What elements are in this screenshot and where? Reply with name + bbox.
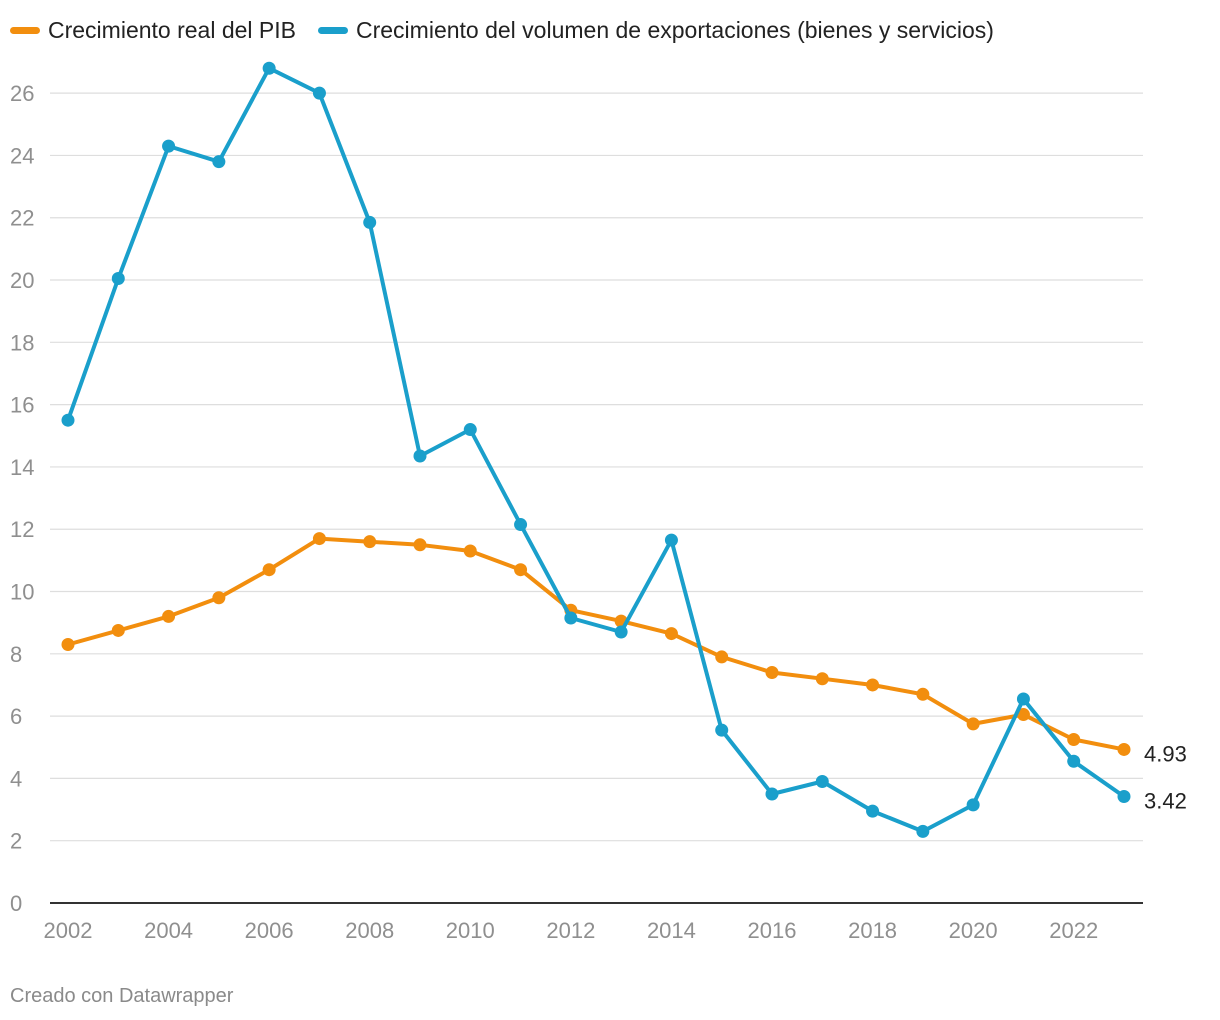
- y-tick-label-18: 18: [10, 330, 34, 355]
- point-gdp-2017: [815, 672, 829, 686]
- series-group: [61, 61, 1131, 838]
- point-gdp-2003: [111, 623, 125, 637]
- point-exports-2010: [463, 423, 477, 437]
- point-exports-2022: [1067, 754, 1081, 768]
- point-gdp-2011: [514, 563, 528, 577]
- y-tick-label-10: 10: [10, 580, 34, 605]
- point-gdp-2008: [363, 535, 377, 549]
- x-tick-label-2006: 2006: [245, 918, 294, 943]
- point-exports-2020: [966, 798, 980, 812]
- point-gdp-2022: [1067, 732, 1081, 746]
- point-exports-2004: [162, 139, 176, 153]
- y-tick-label-22: 22: [10, 206, 34, 231]
- point-exports-2005: [212, 155, 226, 169]
- point-exports-2018: [866, 804, 880, 818]
- point-exports-2002: [61, 413, 75, 427]
- y-tick-label-12: 12: [10, 517, 34, 542]
- point-gdp-2007: [312, 532, 326, 546]
- x-tick-label-2018: 2018: [848, 918, 897, 943]
- point-exports-2017: [815, 775, 829, 789]
- point-gdp-2019: [916, 687, 930, 701]
- point-gdp-2015: [715, 650, 729, 664]
- point-exports-2003: [111, 271, 125, 285]
- point-gdp-2010: [463, 544, 477, 558]
- point-gdp-2023: [1117, 742, 1131, 756]
- end-labels: 4.93 3.42: [1144, 741, 1187, 813]
- y-tick-label-8: 8: [10, 642, 22, 667]
- point-gdp-2021: [1016, 708, 1030, 722]
- x-tick-label-2004: 2004: [144, 918, 193, 943]
- point-exports-2007: [312, 86, 326, 100]
- footer-credit: Creado con Datawrapper: [10, 985, 234, 1007]
- y-tick-label-20: 20: [10, 268, 34, 293]
- grid-lines: [50, 92, 1143, 842]
- point-exports-2016: [765, 787, 779, 801]
- x-tick-label-2016: 2016: [748, 918, 797, 943]
- point-exports-2011: [514, 518, 528, 532]
- series-exports: [61, 61, 1131, 838]
- chart-legend: Crecimiento real del PIB Crecimiento del…: [10, 14, 994, 46]
- x-tick-label-2012: 2012: [546, 918, 595, 943]
- point-exports-2023: [1117, 789, 1131, 803]
- y-tick-label-6: 6: [10, 704, 22, 729]
- point-gdp-2009: [413, 538, 427, 552]
- y-tick-label-0: 0: [10, 891, 22, 916]
- point-exports-2014: [664, 533, 678, 547]
- y-tick-label-14: 14: [10, 455, 34, 480]
- legend-item-gdp: Crecimiento real del PIB: [10, 17, 296, 44]
- y-tick-label-2: 2: [10, 829, 22, 854]
- series-line-gdp: [66, 536, 1126, 752]
- point-exports-2021: [1016, 692, 1030, 706]
- point-exports-2013: [614, 625, 628, 639]
- y-tick-label-26: 26: [10, 81, 34, 106]
- point-gdp-2018: [866, 678, 880, 692]
- point-exports-2012: [564, 611, 578, 625]
- y-tick-label-4: 4: [10, 766, 22, 791]
- x-axis: 2002 2004 2006 2008 2010 2012 2014 2016 2018 2020…: [44, 902, 1143, 943]
- point-exports-2015: [715, 723, 729, 737]
- y-tick-label-16: 16: [10, 393, 34, 418]
- end-label-exports: 3.42: [1144, 788, 1187, 813]
- x-tick-label-2010: 2010: [446, 918, 495, 943]
- x-tick-label-2022: 2022: [1049, 918, 1098, 943]
- series-gdp: [61, 532, 1131, 756]
- point-gdp-2005: [212, 591, 226, 605]
- x-tick-label-2020: 2020: [949, 918, 998, 943]
- point-exports-2006: [262, 61, 276, 75]
- x-tick-label-2002: 2002: [44, 918, 93, 943]
- legend-swatch-gdp: [10, 26, 40, 34]
- legend-swatch-exports: [318, 26, 348, 34]
- x-tick-label-2014: 2014: [647, 918, 696, 943]
- point-gdp-2016: [765, 666, 779, 680]
- end-label-gdp: 4.93: [1144, 741, 1187, 766]
- point-gdp-2006: [262, 563, 276, 577]
- point-exports-2009: [413, 449, 427, 463]
- point-gdp-2014: [664, 627, 678, 641]
- y-tick-label-24: 24: [10, 143, 34, 168]
- point-gdp-2020: [966, 717, 980, 731]
- x-tick-label-2008: 2008: [345, 918, 394, 943]
- point-gdp-2002: [61, 637, 75, 651]
- legend-item-exports: Crecimiento del volumen de exportaciones…: [318, 17, 994, 44]
- point-exports-2008: [363, 215, 377, 229]
- point-exports-2019: [916, 824, 930, 838]
- legend-label-gdp: Crecimiento real del PIB: [48, 16, 296, 43]
- point-gdp-2004: [162, 609, 176, 623]
- legend-label-exports: Crecimiento del volumen de exportaciones…: [356, 16, 994, 43]
- series-line-exports: [66, 66, 1126, 834]
